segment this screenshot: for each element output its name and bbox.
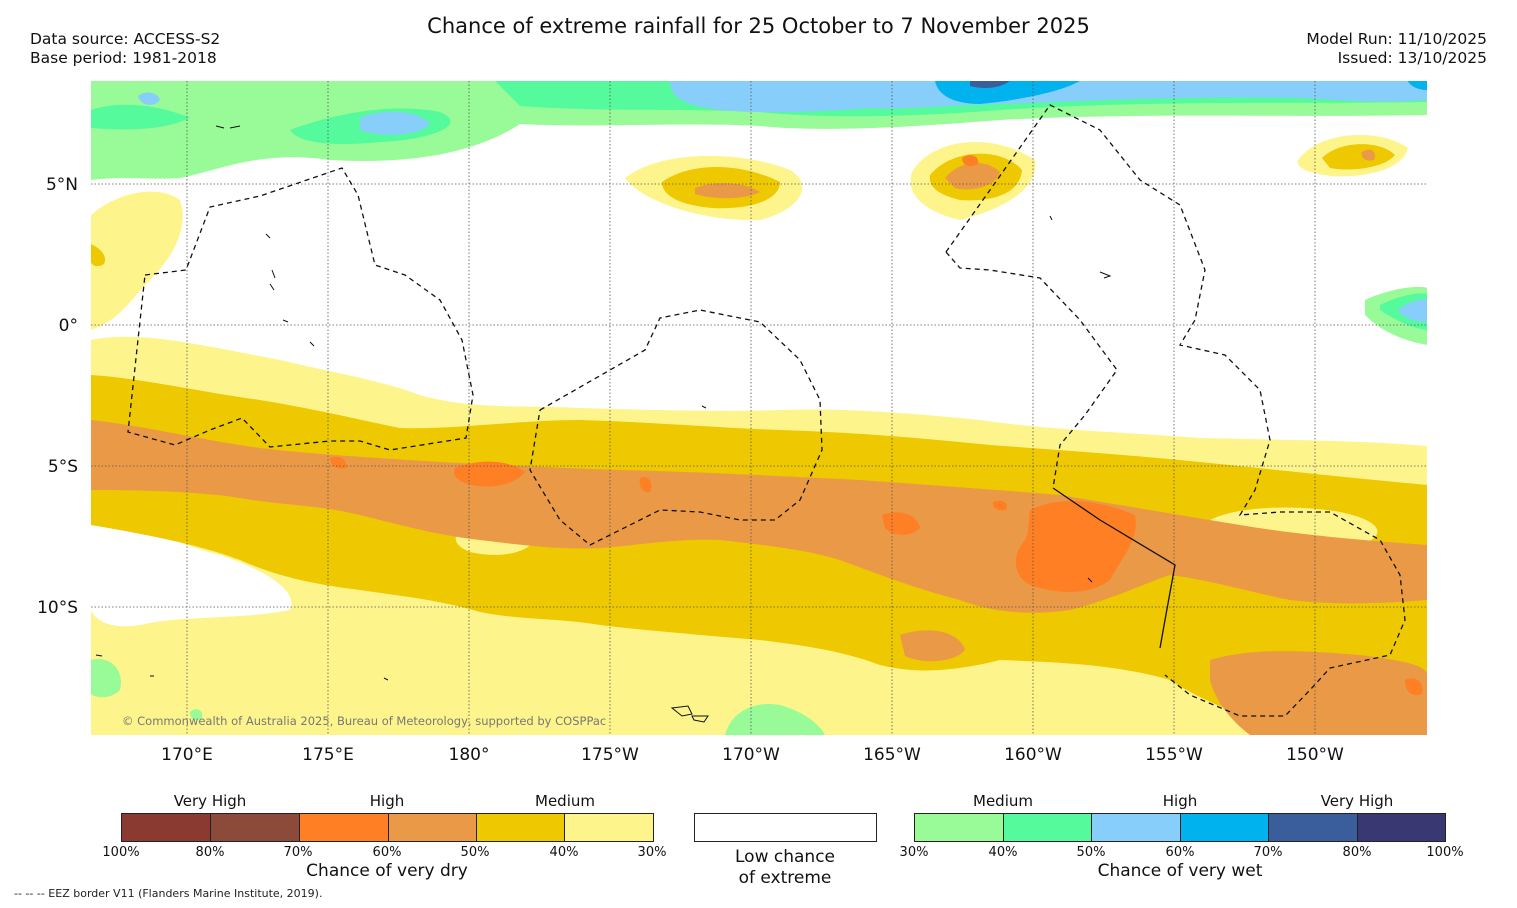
boundary-line [1052, 487, 1176, 649]
wet-tick: 80% [1342, 845, 1372, 860]
low-chance-label: Low chance of extreme [685, 847, 885, 889]
model-info-block: Model Run: 11/10/2025 Issued: 13/10/2025 [1306, 30, 1487, 68]
dry-swatch-2 [210, 813, 300, 842]
dry-tick: 40% [549, 845, 579, 860]
wet-tick: 30% [899, 845, 929, 860]
wet-swatch-3 [1091, 813, 1181, 842]
data-source-block: Data source: ACCESS-S2 Base period: 1981… [30, 30, 220, 68]
dry-swatch-4 [388, 813, 477, 842]
lon-label-170w: 170°W [722, 745, 780, 765]
dry-swatch-6 [564, 813, 654, 842]
dry-tick: 50% [460, 845, 490, 860]
dry-heading-very-high: Very High [173, 792, 247, 810]
dry-tick: 30% [637, 845, 667, 860]
wet-tick: 60% [1165, 845, 1195, 860]
south-dry-band [91, 336, 1427, 735]
wet-caption: Chance of very wet [1097, 861, 1263, 881]
lat-label-5s: 5°S [47, 457, 78, 477]
wet-heading-medium: Medium [973, 792, 1033, 810]
dry-tick: 80% [195, 845, 225, 860]
lat-label-10s: 10°S [37, 598, 78, 618]
wet-tick: 70% [1253, 845, 1283, 860]
wet-swatch-1 [914, 813, 1004, 842]
dry-heading-medium: Medium [535, 792, 595, 810]
lon-label-175e: 175°E [302, 745, 354, 765]
low-chance-swatch [694, 813, 877, 842]
wet-tick: 50% [1076, 845, 1106, 860]
dry-tick: 60% [372, 845, 402, 860]
islands [95, 125, 1112, 723]
eez-note: -- -- -- EEZ border V11 (Flanders Marine… [14, 887, 323, 900]
map-title: Chance of extreme rainfall for 25 Octobe… [427, 14, 1090, 38]
lon-label-175w: 175°W [581, 745, 639, 765]
dry-heading-high: High [369, 792, 405, 810]
low-chance-line2: of extreme [738, 868, 832, 888]
wet-tick: 100% [1426, 845, 1464, 860]
lon-label-160w: 160°W [1004, 745, 1062, 765]
lon-label-165w: 165°W [863, 745, 921, 765]
model-run: Model Run: 11/10/2025 [1306, 30, 1487, 48]
north-dry-spots [625, 134, 1408, 221]
south-wet-spots [91, 659, 825, 735]
low-chance-line1: Low chance [735, 847, 835, 867]
wet-heading-very-high: Very High [1320, 792, 1394, 810]
copyright-notice: © Commonwealth of Australia 2025, Bureau… [122, 714, 607, 728]
base-period: Base period: 1981-2018 [30, 49, 217, 67]
west-light-dry [91, 191, 183, 330]
dry-tick: 70% [283, 845, 313, 860]
wet-swatch-5 [1268, 813, 1358, 842]
dry-caption: Chance of very dry [306, 861, 468, 881]
wet-tick: 40% [988, 845, 1018, 860]
lat-label-0: 0° [58, 316, 78, 336]
lon-label-150w: 150°W [1286, 745, 1344, 765]
wet-swatch-2 [1003, 813, 1092, 842]
lat-label-5n: 5°N [45, 175, 78, 195]
north-wet-region [91, 81, 1427, 180]
dry-tick: 100% [102, 845, 140, 860]
lon-label-155w: 155°W [1145, 745, 1203, 765]
lon-label-170e: 170°E [161, 745, 213, 765]
dry-swatch-1 [121, 813, 211, 842]
wet-heading-high: High [1162, 792, 1198, 810]
data-source: Data source: ACCESS-S2 [30, 30, 221, 48]
wet-swatch-4 [1180, 813, 1269, 842]
dry-swatch-3 [299, 813, 389, 842]
lon-label-180: 180° [448, 745, 490, 765]
dry-swatch-5 [476, 813, 565, 842]
wet-swatch-6 [1357, 813, 1446, 842]
eez-borders [127, 104, 1406, 717]
graticule [91, 81, 1427, 735]
issued-date: Issued: 13/10/2025 [1337, 49, 1487, 67]
